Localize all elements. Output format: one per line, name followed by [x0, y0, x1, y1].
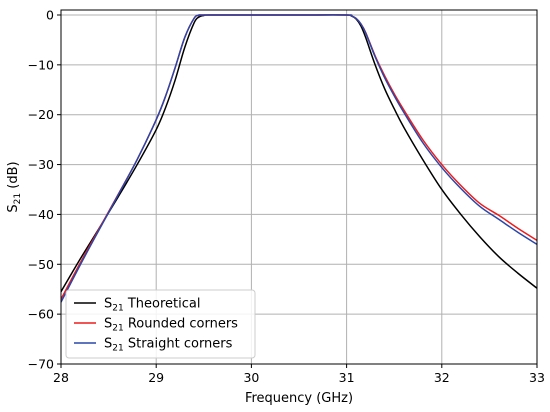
legend-box	[65, 289, 256, 359]
legend-label-base: S	[104, 317, 112, 332]
legend-label-sub: 21	[112, 344, 123, 354]
y-axis-label-base: S	[6, 204, 21, 212]
legend-label-rounded-corners: S21 Rounded corners	[104, 317, 238, 334]
legend-label-base: S	[104, 337, 112, 352]
series-lines	[61, 14, 537, 303]
legend-label-theoretical: S21 Theoretical	[104, 297, 200, 314]
x-tick-label: 32	[434, 370, 450, 385]
series-line-straight-corners	[61, 14, 537, 303]
y-tick-label: −70	[28, 357, 54, 372]
y-tick-label: −40	[28, 207, 54, 222]
legend-label-sub: 21	[112, 324, 123, 334]
legend-label-rest: Rounded corners	[124, 317, 238, 332]
y-axis-label: S21 (dB)	[6, 161, 23, 212]
y-axis-label-rest: (dB)	[6, 161, 21, 192]
x-tick-label: 33	[529, 370, 545, 385]
y-tick-label: −10	[28, 57, 54, 72]
y-axis-label-sub: 21	[13, 193, 23, 204]
x-tick-label: 30	[243, 370, 259, 385]
plot-frame	[60, 9, 538, 365]
legend-label-straight-corners: S21 Straight corners	[104, 337, 233, 354]
x-axis-label: Frequency (GHz)	[245, 391, 353, 406]
y-tick-label: −60	[28, 307, 54, 322]
y-tick-label: −20	[28, 107, 54, 122]
y-tick-label: −50	[28, 257, 54, 272]
legend-label-sub: 21	[112, 304, 123, 314]
legend-label-rest: Straight corners	[124, 337, 233, 352]
y-tick-label: −30	[28, 157, 54, 172]
x-tick-label: 31	[339, 370, 355, 385]
y-axis-ticks: 0 −10 −20 −30 −40 −50 −60 −70	[28, 7, 61, 372]
legend-label-rest: Theoretical	[124, 297, 201, 312]
x-tick-label: 29	[148, 370, 164, 385]
legend-label-base: S	[104, 297, 112, 312]
x-tick-label: 28	[53, 370, 69, 385]
x-axis-ticks: 28 29 30 31 32 33	[53, 364, 545, 385]
y-tick-label: 0	[46, 7, 54, 22]
